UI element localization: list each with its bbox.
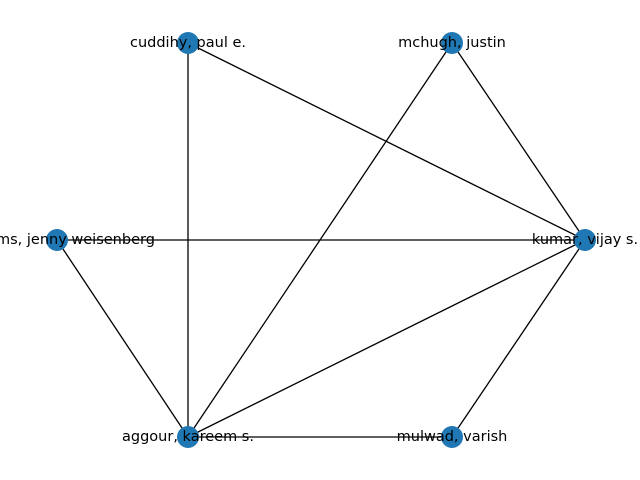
node-cuddihy <box>177 32 199 54</box>
node-label-mchugh: mchugh, justin <box>398 35 506 51</box>
node-label-williams: williams, jenny weisenberg <box>0 232 155 248</box>
node-mulwad <box>441 426 463 448</box>
node-label-mulwad: mulwad, varish <box>397 429 508 445</box>
node-label-aggour: aggour, kareem s. <box>122 429 254 445</box>
nodes-layer <box>46 32 596 448</box>
node-williams <box>46 229 68 251</box>
labels-layer: cuddihy, paul e. mchugh, justin williams, … <box>0 35 638 445</box>
edge-kumar-mulwad <box>451 239 586 438</box>
node-label-cuddihy: cuddihy, paul e. <box>130 35 246 51</box>
edges-layer <box>56 42 586 438</box>
edge-kumar-aggour <box>187 239 586 438</box>
edge-mchugh-kumar <box>451 42 586 241</box>
edge-williams-aggour <box>56 239 189 438</box>
node-label-kumar: kumar, vijay s. <box>532 232 638 248</box>
node-aggour <box>177 426 199 448</box>
node-kumar <box>574 229 596 251</box>
node-mchugh <box>441 32 463 54</box>
